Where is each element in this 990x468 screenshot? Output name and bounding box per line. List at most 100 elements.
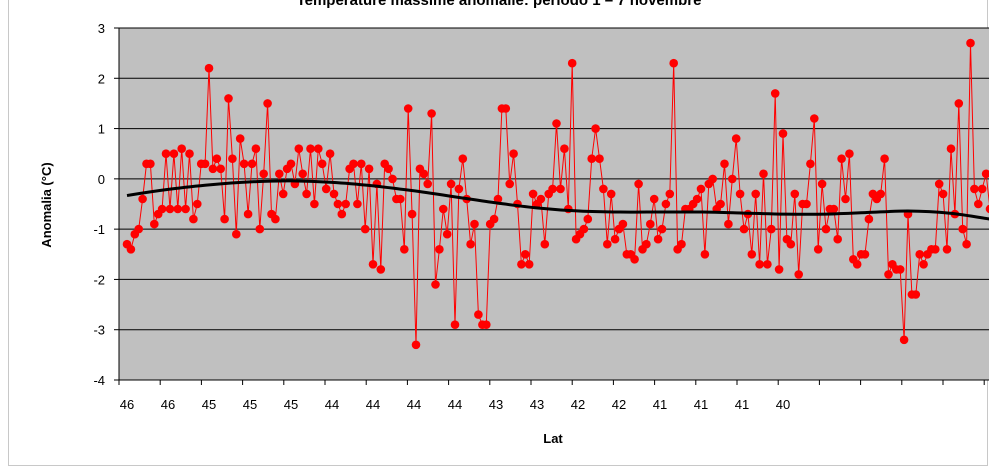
data-point bbox=[341, 199, 351, 209]
data-point bbox=[876, 189, 885, 199]
x-tick-label: 40 bbox=[776, 397, 790, 412]
data-point bbox=[841, 194, 850, 204]
data-point bbox=[427, 109, 436, 118]
data-point bbox=[934, 179, 944, 189]
data-point bbox=[431, 280, 440, 289]
data-point bbox=[314, 144, 323, 153]
x-tick-label: 45 bbox=[284, 397, 298, 412]
data-point bbox=[458, 154, 468, 163]
data-point bbox=[384, 164, 393, 174]
x-tick-label: 46 bbox=[120, 397, 134, 412]
data-point bbox=[442, 229, 452, 239]
trend-layer bbox=[126, 179, 989, 221]
data-point bbox=[716, 199, 725, 209]
data-point bbox=[751, 189, 760, 199]
data-point bbox=[552, 119, 561, 128]
y-axis-label: Anomalia (°C) bbox=[39, 162, 54, 247]
data-point bbox=[329, 189, 339, 199]
y-tick-label: 3 bbox=[98, 21, 105, 36]
data-point bbox=[770, 89, 780, 98]
data-point bbox=[161, 149, 171, 158]
data-point bbox=[774, 265, 784, 274]
data-point bbox=[864, 214, 874, 224]
data-point bbox=[193, 199, 202, 209]
x-tick-label: 43 bbox=[489, 397, 503, 412]
x-tick-label: 42 bbox=[612, 397, 626, 412]
data-point bbox=[173, 204, 183, 214]
chart-title: Temperature massime anomalie: periodo 1 … bbox=[297, 0, 702, 9]
data-point bbox=[169, 149, 179, 158]
data-point bbox=[521, 250, 530, 259]
data-point bbox=[556, 184, 565, 194]
data-point bbox=[368, 260, 378, 269]
data-point bbox=[763, 260, 772, 269]
data-point bbox=[884, 270, 893, 279]
data-point bbox=[981, 169, 989, 179]
data-point bbox=[583, 214, 593, 224]
data-point bbox=[852, 260, 862, 269]
x-tick-label: 46 bbox=[161, 397, 175, 412]
data-point bbox=[232, 229, 241, 239]
data-point bbox=[657, 224, 667, 234]
data-point bbox=[591, 124, 600, 133]
data-point bbox=[482, 320, 491, 330]
data-point bbox=[138, 194, 147, 204]
data-point bbox=[146, 159, 155, 169]
data-point bbox=[606, 189, 616, 199]
data-point bbox=[794, 270, 803, 279]
data-point bbox=[325, 149, 335, 158]
data-point bbox=[677, 239, 686, 249]
data-point bbox=[509, 149, 518, 158]
data-point bbox=[759, 169, 768, 179]
x-tick-label: 44 bbox=[448, 397, 462, 412]
data-point bbox=[954, 99, 964, 108]
data-point bbox=[837, 154, 846, 163]
data-point bbox=[919, 260, 928, 269]
data-point bbox=[212, 154, 222, 163]
data-point bbox=[911, 290, 921, 299]
data-point bbox=[560, 144, 569, 153]
data-point bbox=[388, 174, 397, 184]
y-tick-label: -3 bbox=[93, 323, 105, 338]
data-point bbox=[634, 179, 643, 189]
data-point bbox=[208, 164, 218, 174]
data-point bbox=[646, 219, 655, 229]
data-point bbox=[669, 58, 678, 68]
data-point bbox=[470, 219, 479, 229]
y-tick-label: 2 bbox=[98, 71, 105, 86]
data-point bbox=[439, 204, 448, 214]
data-point bbox=[731, 134, 741, 143]
data-point bbox=[165, 204, 175, 214]
data-point bbox=[271, 214, 280, 224]
y-tick-label: -4 bbox=[93, 373, 105, 388]
x-tick-label: 44 bbox=[325, 397, 339, 412]
x-tick-label: 44 bbox=[407, 397, 421, 412]
data-point bbox=[806, 159, 815, 169]
data-point bbox=[962, 239, 971, 249]
data-point bbox=[833, 234, 842, 244]
data-point bbox=[263, 99, 272, 108]
data-point bbox=[275, 169, 284, 179]
data-point bbox=[958, 224, 967, 234]
data-point bbox=[126, 245, 136, 254]
data-point bbox=[349, 159, 358, 169]
data-point bbox=[317, 159, 327, 169]
data-point bbox=[536, 194, 546, 204]
data-point bbox=[333, 199, 343, 209]
data-point bbox=[294, 144, 304, 153]
data-point bbox=[396, 194, 405, 204]
data-point bbox=[489, 214, 499, 224]
data-point bbox=[466, 239, 475, 249]
data-point bbox=[860, 250, 870, 259]
x-tick-label: 41 bbox=[735, 397, 749, 412]
data-point bbox=[251, 144, 261, 153]
data-point bbox=[357, 159, 366, 169]
data-point bbox=[739, 224, 749, 234]
data-point bbox=[778, 129, 788, 138]
data-point bbox=[700, 250, 710, 259]
data-point bbox=[899, 335, 909, 345]
data-point bbox=[528, 189, 538, 199]
data-point bbox=[247, 159, 257, 169]
data-point bbox=[306, 144, 315, 153]
data-point bbox=[134, 224, 143, 234]
